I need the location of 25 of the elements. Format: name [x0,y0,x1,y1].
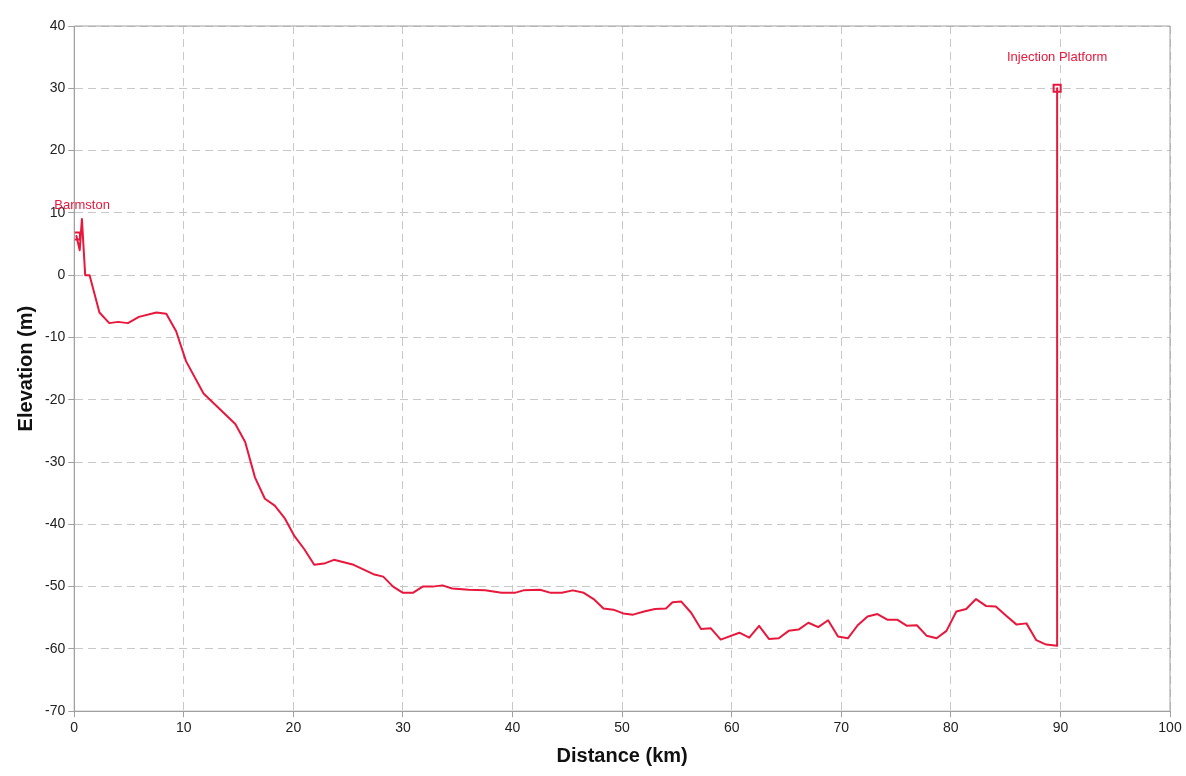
y-axis-title: Elevation (m) [13,305,36,432]
y-tick-label: 0 [57,266,66,283]
x-tick-label: 40 [504,719,521,736]
y-tick-label: 40 [49,16,66,33]
x-tick-label: 70 [833,719,850,736]
x-tick-label: 30 [395,719,411,736]
y-tick-label: -50 [45,577,66,594]
y-tick-label: -10 [45,328,66,345]
x-axis-title: Distance (km) [556,743,688,766]
y-tick-label: 30 [49,79,66,96]
x-tick-label: 50 [614,719,631,736]
y-tick-label: 20 [49,141,66,158]
x-tick-label: 100 [1158,719,1182,736]
x-tick-label: 10 [176,719,192,736]
x-tick-label: 90 [1052,719,1069,736]
x-tick-label: 80 [943,719,959,736]
x-tick-label: 20 [285,719,302,736]
y-tick-label: -20 [45,390,66,407]
y-tick-label: -30 [45,452,66,469]
x-tick-label: 0 [70,719,79,736]
y-tick-label: -70 [45,702,66,719]
x-tick-label: 60 [723,719,740,736]
annotation: Injection Platform [1006,49,1108,65]
y-tick-label: -60 [45,639,66,656]
y-tick-label: -40 [45,515,66,532]
